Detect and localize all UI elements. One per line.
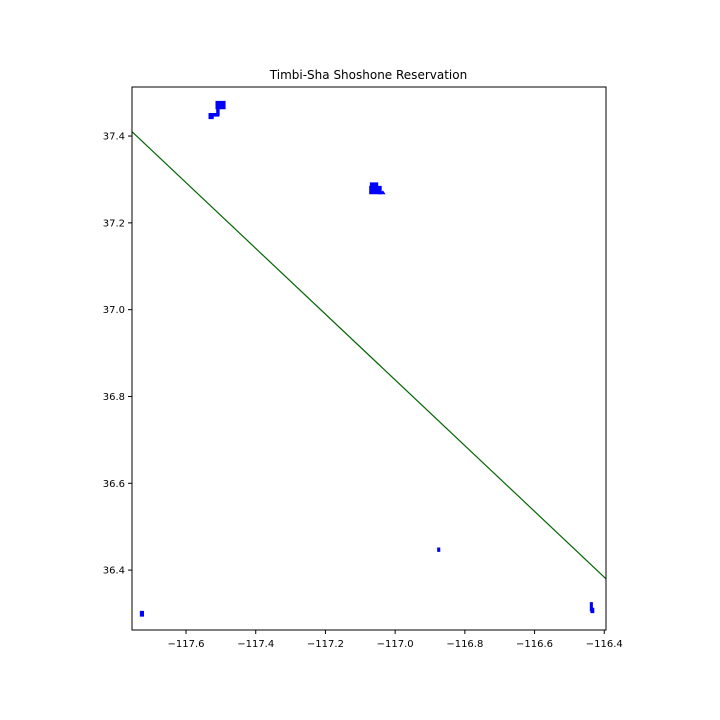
x-tick-label: −117.2 xyxy=(307,639,344,650)
y-tick-label: 37.0 xyxy=(103,305,125,316)
y-tick-label: 36.8 xyxy=(103,392,125,403)
boundary-line xyxy=(132,131,606,580)
reservation-parcel xyxy=(437,547,441,552)
axes: −117.6 −117.4 −117.2 −117.0 −116.8 −116.6 −116… xyxy=(103,132,623,650)
y-tick-label: 37.2 xyxy=(103,218,125,229)
x-tick-label: −116.8 xyxy=(446,639,483,650)
reservation-parcel xyxy=(590,607,595,614)
x-tick-label: −116.6 xyxy=(516,639,553,650)
reservation-parcel xyxy=(208,112,214,120)
chart-title: Timbi-Sha Shoshone Reservation xyxy=(269,68,467,82)
y-tick-label: 37.4 xyxy=(103,132,125,143)
plot-frame xyxy=(131,86,607,631)
reservation-parcel xyxy=(369,182,379,187)
x-tick-label: −117.0 xyxy=(377,639,414,650)
x-tick-label: −116.4 xyxy=(586,639,623,650)
y-tick-label: 36.4 xyxy=(103,566,125,577)
reservation-parcel xyxy=(212,112,220,117)
reservation-parcel xyxy=(139,610,145,617)
reservation-parcel xyxy=(215,100,226,110)
reservation-parcel xyxy=(377,190,386,195)
x-tick-label: −117.6 xyxy=(168,639,205,650)
y-tick-label: 36.6 xyxy=(103,479,125,490)
reservation-parcel xyxy=(369,185,382,195)
x-tick-label: −117.4 xyxy=(237,639,274,650)
plot-area xyxy=(132,100,606,617)
